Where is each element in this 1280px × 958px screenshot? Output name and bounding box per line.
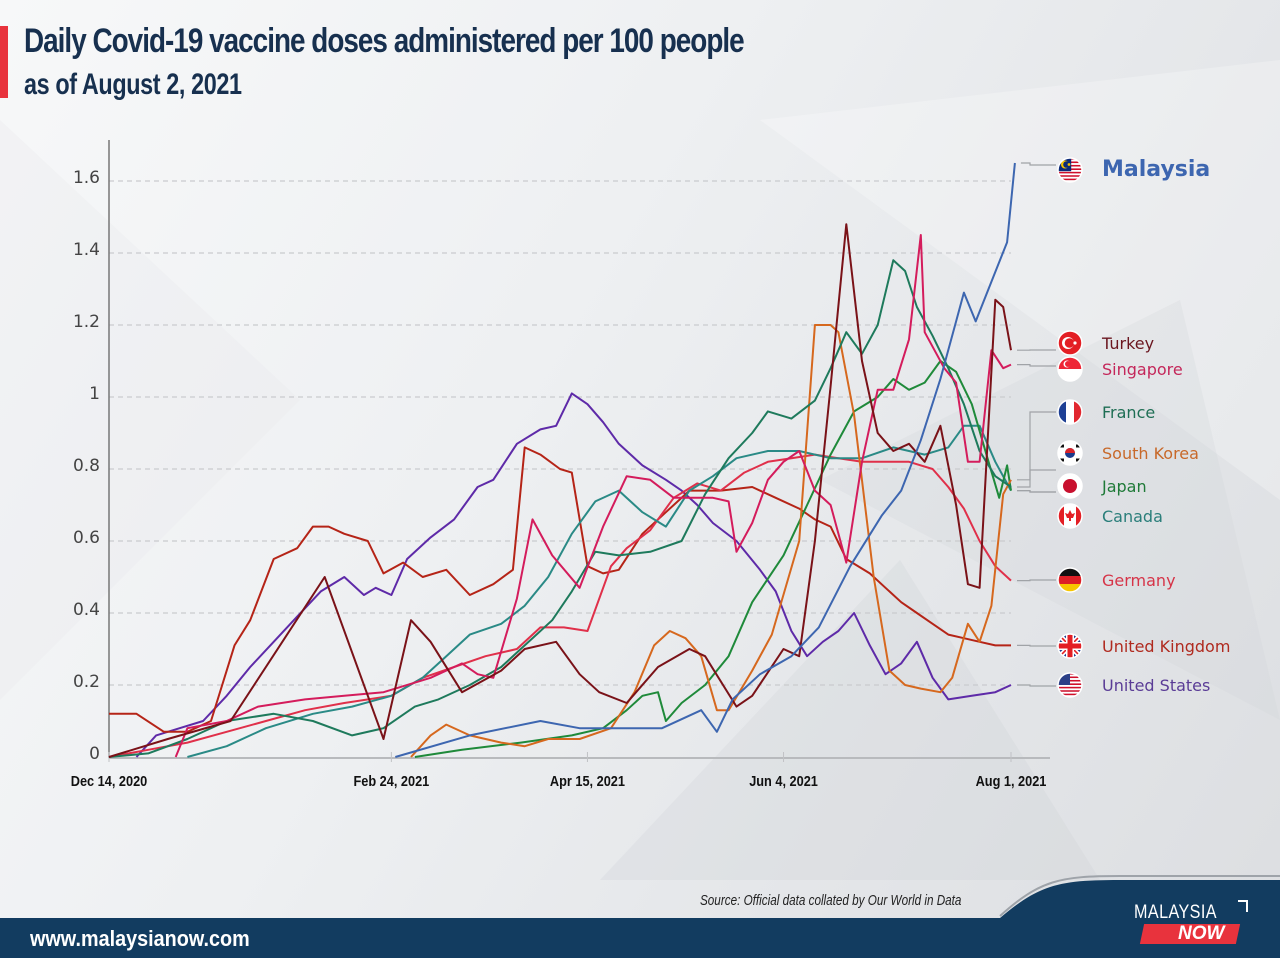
- legend-item-france: France: [1017, 399, 1155, 488]
- y-tick-label: 1.2: [73, 312, 100, 332]
- legend-connector: [1017, 469, 1056, 481]
- singapore-flag-icon: [1058, 357, 1082, 381]
- x-tick-label: Jun 4, 2021: [749, 772, 818, 789]
- logo-corner-mark: [1238, 900, 1248, 912]
- legend-label: Japan: [1101, 477, 1147, 496]
- y-tick-label: 0.4: [73, 600, 100, 620]
- title-accent-bar: [0, 26, 8, 98]
- series-line-turkey: [108, 223, 1012, 758]
- source-note: Source: Official data collated by Our Wo…: [700, 892, 962, 909]
- x-tick-labels: Dec 14, 2020 Feb 24, 2021 Apr 15, 2021 Jun …: [71, 752, 1047, 789]
- y-tick-label: 1.4: [73, 240, 100, 260]
- x-tick-label: Aug 1, 2021: [976, 772, 1047, 789]
- legend-label: France: [1102, 403, 1155, 422]
- legend-label: Germany: [1102, 571, 1176, 590]
- series-line-south-korea: [410, 324, 1012, 758]
- malaysia-flag-icon: [1058, 158, 1082, 182]
- y-tick-labels: 0 0.2 0.4 0.6 0.8 1 1.2 1.4 1.6: [73, 168, 100, 764]
- legend-connector: [1017, 644, 1056, 647]
- x-tick-label: Apr 15, 2021: [550, 772, 625, 789]
- y-tick-label: 1: [89, 384, 100, 404]
- legend: Malaysia Turkey Singapore France South Korea…: [1017, 157, 1230, 698]
- y-tick-label: 0.2: [73, 672, 100, 692]
- series-line-germany: [108, 453, 1012, 758]
- legend-item-united-states: United States: [1017, 672, 1210, 698]
- legend-connector: [1017, 364, 1056, 367]
- us-flag-icon: [1058, 673, 1082, 697]
- legend-label: Singapore: [1102, 360, 1183, 379]
- footer-bar: [0, 918, 1280, 958]
- logo-text-top: MALAYSIA: [1134, 902, 1217, 923]
- legend-connector: [1020, 162, 1056, 166]
- y-tick-label: 0: [89, 744, 100, 764]
- legend-label: South Korea: [1102, 444, 1199, 463]
- x-tick-label: Dec 14, 2020: [71, 772, 148, 789]
- legend-item-turkey: Turkey: [1017, 330, 1154, 356]
- legend-label: Turkey: [1101, 334, 1154, 353]
- legend-item-canada: Canada: [1017, 490, 1163, 529]
- series-line-united-kingdom: [109, 446, 1011, 733]
- legend-item-japan: Japan: [1017, 473, 1147, 499]
- legend-connector: [1017, 684, 1056, 687]
- legend-item-south-korea: South Korea: [1017, 440, 1199, 481]
- series-lines: [108, 162, 1016, 758]
- series-line-france: [108, 259, 1012, 758]
- legend-label: United Kingdom: [1102, 637, 1230, 656]
- legend-item-malaysia: Malaysia: [1020, 157, 1210, 183]
- legend-item-germany: Germany: [1017, 567, 1176, 593]
- y-tick-label: 0.8: [73, 456, 100, 476]
- series-line-malaysia: [395, 162, 1016, 758]
- chart-subtitle: as of August 2, 2021: [24, 68, 242, 101]
- site-url-link[interactable]: www.malaysianow.com: [30, 926, 250, 951]
- y-tick-label: 1.6: [73, 168, 100, 188]
- legend-item-united-kingdom: United Kingdom: [1017, 633, 1230, 659]
- line-chart: 0 0.2 0.4 0.6 0.8 1 1.2 1.4 1.6 Dec 14, 2020 Feb …: [71, 140, 1230, 789]
- legend-label: Malaysia: [1102, 157, 1210, 182]
- x-tick-label: Feb 24, 2021: [353, 772, 429, 789]
- series-line-japan: [414, 360, 1012, 758]
- logo-text-bottom: NOW: [1178, 923, 1225, 944]
- y-tick-label: 0.6: [73, 528, 100, 548]
- legend-label: United States: [1102, 676, 1210, 695]
- chart-title: Daily Covid-19 vaccine doses administere…: [24, 22, 745, 60]
- series-line-singapore: [174, 234, 1012, 758]
- legend-connector: [1017, 579, 1056, 582]
- legend-item-singapore: Singapore: [1017, 356, 1183, 382]
- malaysianow-logo: MALAYSIA NOW: [1130, 900, 1250, 946]
- series-line-united-states: [135, 392, 1012, 758]
- france-flag-icon: [1058, 400, 1082, 424]
- series-line-canada: [187, 424, 1012, 758]
- legend-label: Canada: [1102, 507, 1163, 526]
- legend-connector: [1017, 411, 1056, 488]
- legend-connector: [1017, 490, 1056, 493]
- germany-flag-icon: [1058, 568, 1082, 592]
